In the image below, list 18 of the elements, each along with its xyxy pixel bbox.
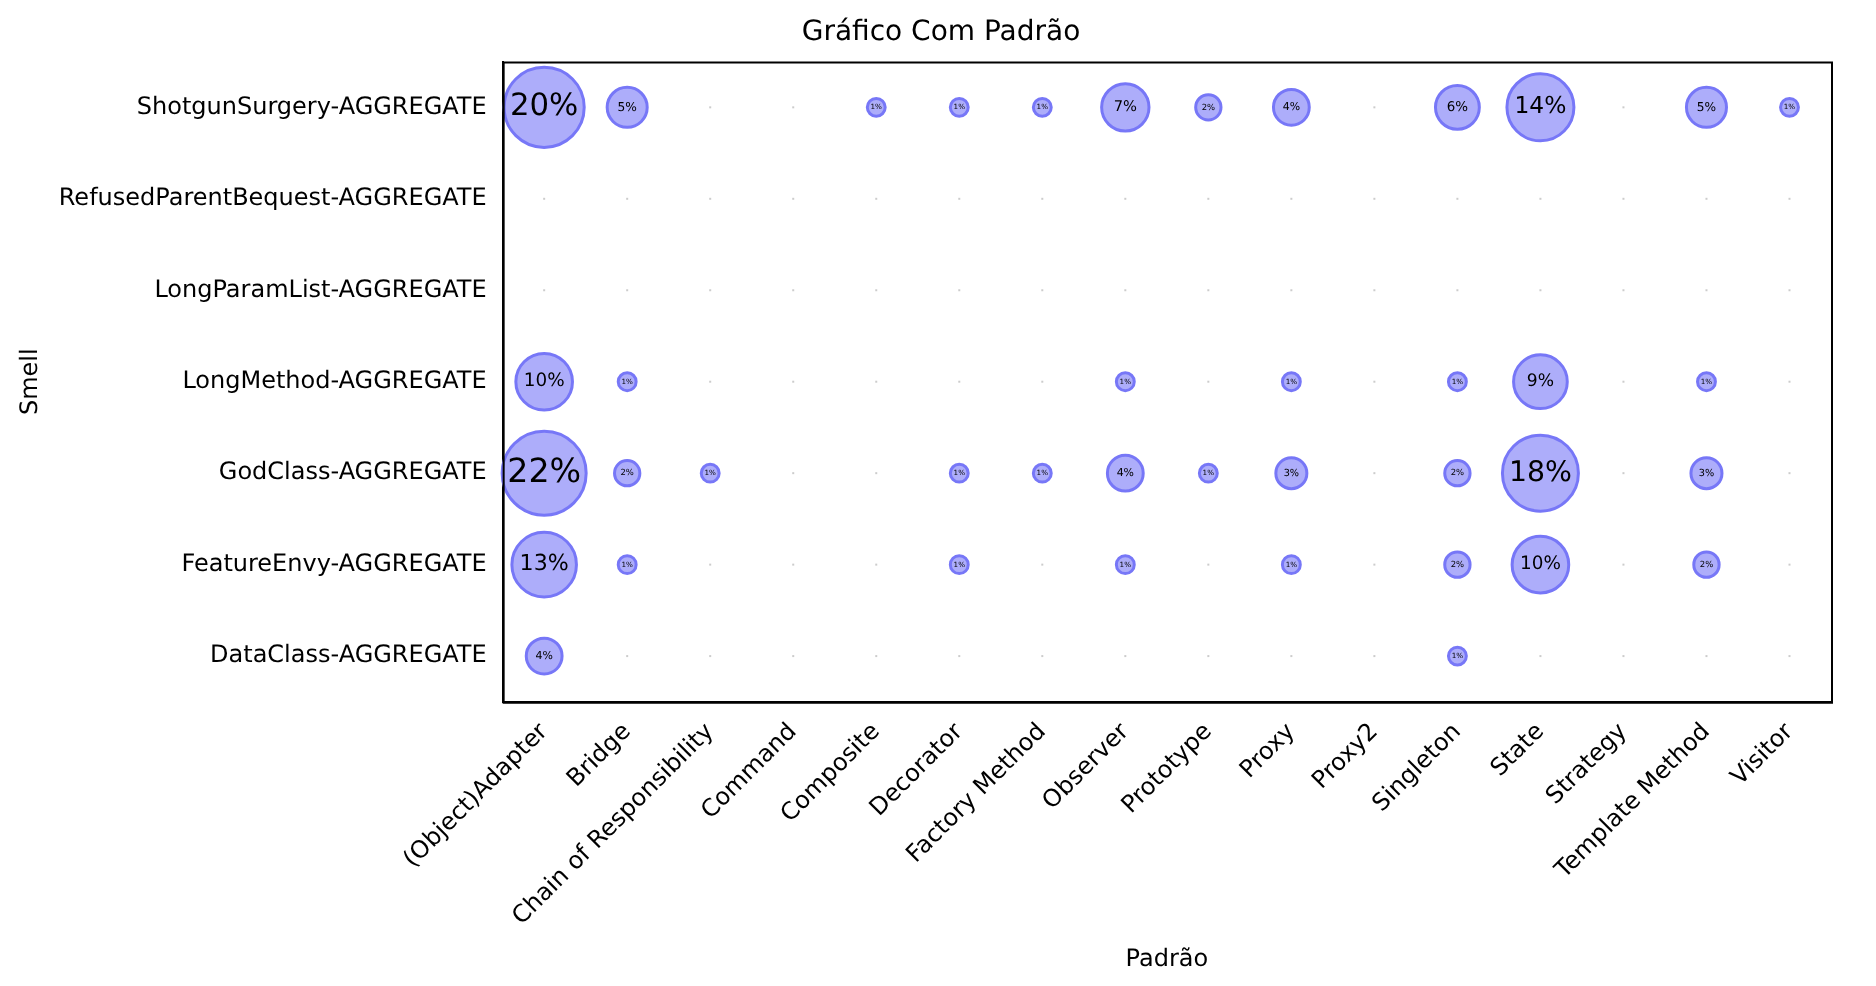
data-label: 10% — [523, 370, 566, 393]
data-label: 13% — [519, 550, 569, 577]
y-tick-label: ShotgunSurgery-AGGREGATE — [136, 91, 487, 120]
data-label: 18% — [1508, 456, 1572, 489]
data-label: 9% — [1526, 372, 1555, 393]
y-tick-label: LongMethod-AGGREGATE — [182, 365, 487, 394]
y-tick-label: LongParamList-AGGREGATE — [154, 274, 487, 303]
y-tick-label: DataClass-AGGREGATE — [210, 640, 487, 669]
y-tick-label: FeatureEnvy-AGGREGATE — [181, 548, 487, 577]
x-axis-title: Padrão — [1125, 943, 1209, 972]
data-label: 22% — [507, 451, 582, 490]
y-axis-title: Smell — [14, 348, 43, 416]
y-tick-label: GodClass-AGGREGATE — [218, 457, 487, 486]
data-label: 14% — [1514, 91, 1567, 120]
data-label: 10% — [1520, 553, 1562, 576]
data-label: 20% — [509, 87, 579, 124]
chart-title: Gráfico Com Padrão — [801, 16, 1081, 49]
y-tick-label: RefusedParentBequest-AGGREGATE — [58, 183, 487, 212]
